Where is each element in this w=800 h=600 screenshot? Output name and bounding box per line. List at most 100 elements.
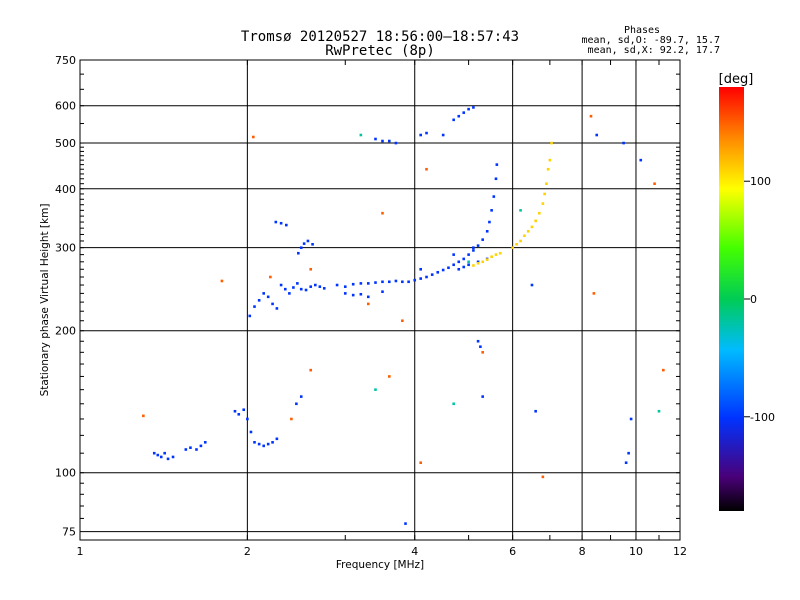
data-point [159, 455, 163, 459]
data-point [257, 299, 261, 302]
data-point [297, 251, 300, 255]
x-tick-label: 4 [411, 545, 418, 558]
data-point [381, 211, 384, 215]
data-point [246, 417, 249, 421]
colorbar [719, 87, 744, 511]
data-point [419, 133, 422, 137]
data-point [462, 111, 466, 114]
data-point [290, 417, 293, 421]
y-tick-label: 750 [55, 54, 76, 67]
data-point [296, 282, 299, 285]
data-point [404, 522, 407, 525]
data-point [359, 282, 363, 285]
y-tick-label: 300 [55, 242, 76, 255]
data-point [490, 209, 493, 212]
data-point [343, 292, 347, 295]
y-axis-label: Stationary phase Virtual Height [km] [39, 204, 51, 397]
data-point [595, 133, 599, 137]
data-point [299, 287, 303, 291]
data-point [548, 158, 552, 162]
data-point [589, 114, 593, 118]
y-tick-label: 500 [55, 137, 76, 150]
data-point [490, 255, 493, 259]
data-point [249, 430, 253, 434]
data-point [366, 282, 370, 285]
data-point [488, 220, 491, 224]
data-point [457, 267, 461, 271]
data-point [425, 131, 428, 135]
data-point [530, 283, 534, 287]
data-point [481, 351, 484, 354]
data-point [481, 238, 484, 241]
x-axis-ticks: 1 2 4 6 8 10 12 [77, 60, 687, 558]
x-tick-label: 8 [579, 545, 586, 558]
data-point [257, 442, 261, 446]
data-point [541, 475, 545, 479]
data-point [314, 283, 317, 287]
data-point [271, 302, 274, 306]
x-tick-label: 12 [673, 545, 687, 558]
data-point [374, 137, 377, 141]
data-point [248, 314, 252, 318]
x-axis-label: Frequency [MHz] [336, 559, 424, 571]
data-point [472, 106, 475, 109]
data-point [233, 409, 237, 413]
data-point [271, 441, 274, 444]
colorbar-unit: [deg] [719, 72, 754, 87]
data-point [163, 451, 166, 455]
x-tick-label: 2 [244, 545, 251, 558]
data-point [309, 368, 313, 372]
data-point [309, 285, 313, 288]
data-point [275, 307, 279, 310]
data-point [653, 182, 656, 186]
data-point [359, 292, 363, 296]
data-point [457, 114, 461, 118]
data-point [498, 251, 502, 255]
data-point [534, 409, 537, 413]
y-tick-label: 75 [62, 526, 76, 539]
data-point [351, 282, 355, 286]
y-tick-label: 100 [55, 467, 76, 480]
data-point [467, 253, 470, 256]
data-point [457, 260, 461, 264]
data-point [285, 223, 288, 227]
data-point [452, 118, 455, 122]
data-point [419, 277, 422, 280]
data-point [492, 195, 496, 198]
data-point [302, 242, 306, 245]
gridlines [79, 59, 681, 540]
data-point [203, 441, 207, 444]
data-point [519, 209, 522, 212]
data-point [322, 287, 326, 290]
data-point [441, 133, 445, 137]
data-point [534, 219, 537, 223]
chart-title: Tromsø 20120527 18:56:00–18:57:43 [241, 29, 519, 45]
data-point [381, 139, 384, 143]
data-point [526, 229, 530, 233]
data-point [511, 246, 514, 249]
data-point [545, 182, 548, 186]
data-point [306, 239, 310, 243]
data-point [467, 260, 470, 264]
data-point [485, 229, 489, 233]
data-point [629, 417, 633, 421]
data-point [279, 221, 283, 225]
plot-frame [79, 59, 681, 541]
data-point [152, 451, 156, 455]
data-point [156, 453, 160, 457]
data-point [401, 319, 404, 323]
data-point [467, 107, 470, 111]
data-point [662, 368, 665, 372]
data-point [407, 280, 410, 284]
data-point [171, 455, 175, 459]
data-point [266, 442, 270, 446]
data-point [142, 414, 145, 418]
data-point [413, 278, 417, 282]
data-point [441, 268, 445, 272]
data-point [166, 457, 170, 461]
colorbar-tick-label: -100 [750, 411, 775, 424]
data-point [462, 265, 466, 269]
data-point [425, 275, 428, 279]
